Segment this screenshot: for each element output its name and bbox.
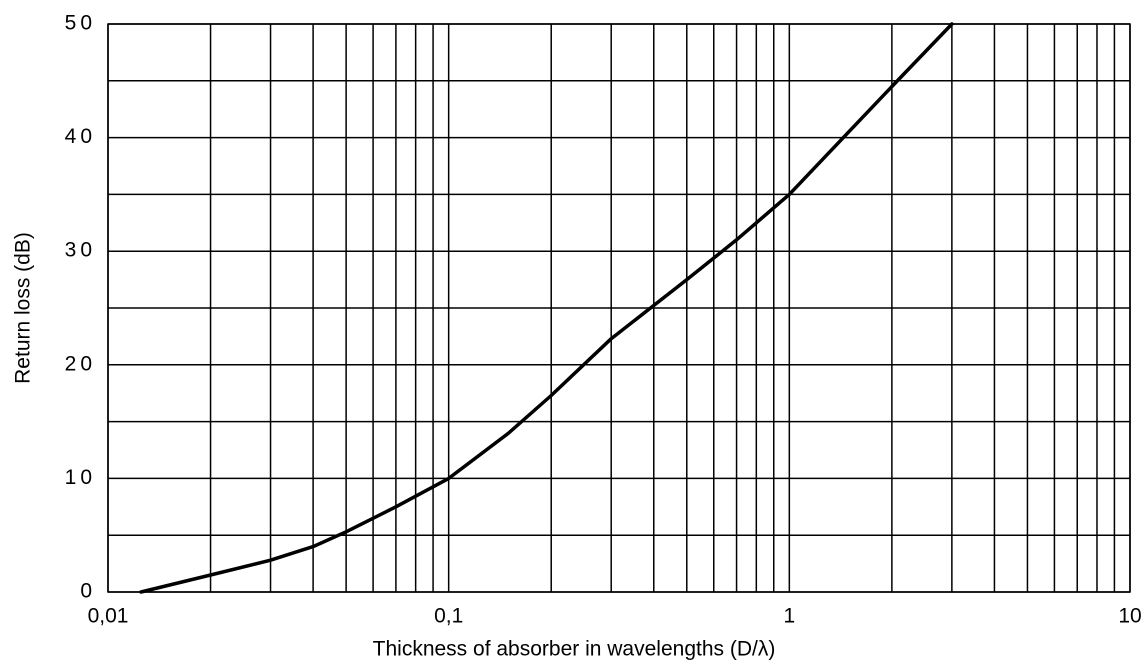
y-tick-label: 10 <box>65 466 96 489</box>
x-tick-label: 0,01 <box>88 605 129 628</box>
x-tick-label: 1 <box>783 605 795 628</box>
y-tick-label: 40 <box>65 125 96 148</box>
y-tick-label: 0 <box>80 580 96 603</box>
x-tick-label: 10 <box>1118 605 1141 628</box>
y-tick-label: 50 <box>65 12 96 35</box>
data-line <box>139 22 954 594</box>
y-tick-label: 30 <box>65 239 96 262</box>
x-tick-label: 0,1 <box>434 605 463 628</box>
x-axis-title: Thickness of absorber in wavelengths (D/… <box>373 638 776 661</box>
y-tick-label: 20 <box>65 352 96 375</box>
y-axis-title: Return loss (dB) <box>12 232 35 384</box>
